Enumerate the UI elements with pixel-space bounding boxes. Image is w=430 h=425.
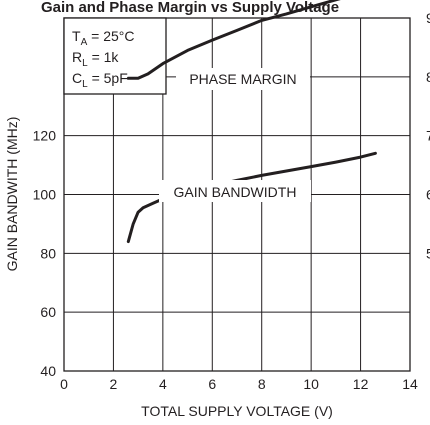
condition-ta: TA = 25°C bbox=[72, 28, 134, 48]
chart-title: Gain and Phase Margin vs Supply Voltage bbox=[41, 0, 339, 16]
condition-cl: CL = 5pF bbox=[72, 70, 128, 90]
y-tick-labels: 40 60 80 100 120 bbox=[33, 128, 57, 379]
right-tick-label: 5 bbox=[426, 245, 430, 261]
condition-ta-symbol: T bbox=[72, 28, 81, 44]
y-axis-label: GAIN BANDWITH (MHz) bbox=[4, 117, 20, 272]
conditions-box-frame bbox=[63, 17, 167, 95]
x-tick-label: 14 bbox=[402, 376, 418, 392]
condition-cl-value: = 5pF bbox=[88, 70, 128, 86]
x-tick-label: 12 bbox=[353, 376, 369, 392]
condition-rl-sub: L bbox=[82, 58, 88, 69]
x-axis-label: TOTAL SUPPLY VOLTAGE (V) bbox=[141, 403, 333, 419]
right-tick-label: 6 bbox=[426, 187, 430, 203]
conditions-box: TA = 25°C RL = 1k CL = 5pF bbox=[63, 17, 167, 95]
x-tick-label: 4 bbox=[159, 376, 167, 392]
condition-ta-value: = 25°C bbox=[87, 28, 134, 44]
x-tick-label: 0 bbox=[60, 376, 68, 392]
condition-cl-sub: L bbox=[82, 79, 88, 90]
right-tick-labels: 9 8 7 6 5 bbox=[426, 10, 430, 261]
condition-rl-value: = 1k bbox=[88, 49, 120, 65]
x-tick-label: 10 bbox=[303, 376, 319, 392]
series-line-phase-margin bbox=[126, 0, 341, 80]
right-tick-label: 9 bbox=[426, 10, 430, 26]
right-tick-label: 8 bbox=[426, 69, 430, 85]
condition-ta-sub: A bbox=[81, 37, 88, 48]
y-tick-label: 120 bbox=[33, 128, 57, 144]
series-label-phase-margin: PHASE MARGIN bbox=[189, 71, 296, 87]
condition-cl-symbol: C bbox=[72, 70, 82, 86]
y-tick-label: 40 bbox=[40, 363, 56, 379]
y-tick-label: 60 bbox=[40, 304, 56, 320]
x-tick-label: 8 bbox=[258, 376, 266, 392]
condition-rl: RL = 1k bbox=[72, 49, 119, 69]
y-tick-label: 80 bbox=[40, 245, 56, 261]
x-tick-labels: 0 2 4 6 8 10 12 14 bbox=[60, 376, 418, 392]
label-bg-phase-margin bbox=[176, 68, 310, 90]
label-bg-gain-bandwidth bbox=[159, 180, 311, 202]
x-tick-label: 6 bbox=[208, 376, 216, 392]
series-label-gain-bandwidth: GAIN BANDWIDTH bbox=[174, 184, 297, 200]
right-tick-label: 7 bbox=[426, 128, 430, 144]
plot-frame bbox=[63, 17, 411, 372]
condition-rl-symbol: R bbox=[72, 49, 82, 65]
x-tick-label: 2 bbox=[110, 376, 118, 392]
y-tick-label: 100 bbox=[33, 187, 57, 203]
